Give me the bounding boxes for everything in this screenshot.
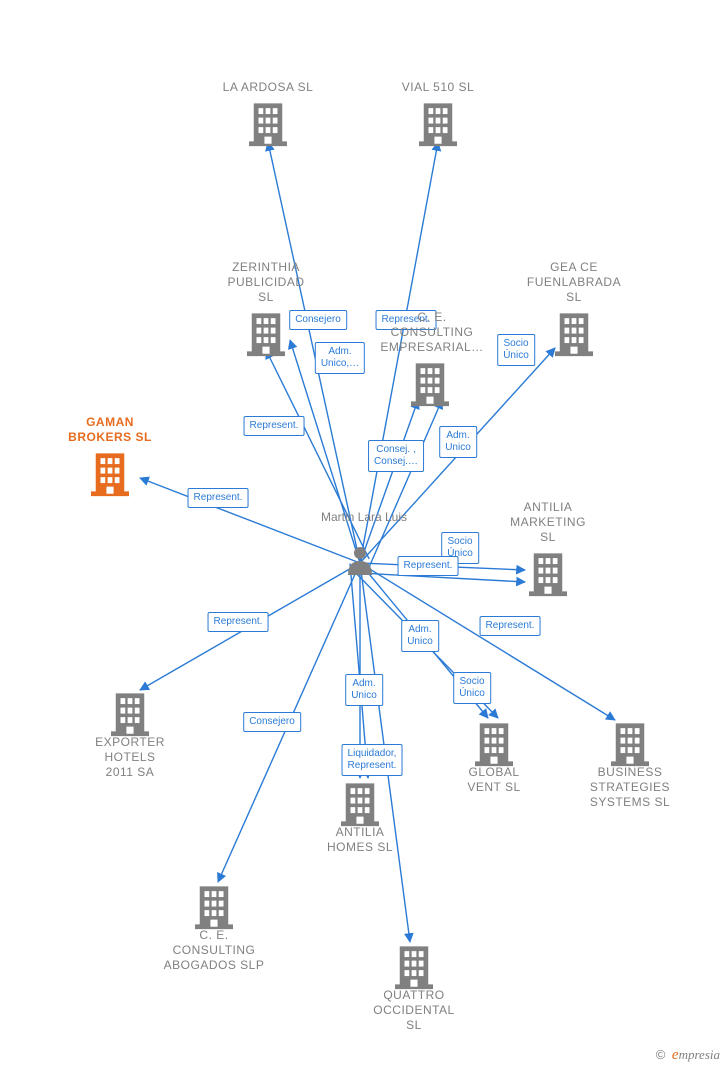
edge-label: Represent. [244,416,305,436]
edge-label: Represent. [208,612,269,632]
edge-line [360,400,418,563]
company-label: LA ARDOSA SL [223,80,314,95]
edge-label: Adm. Unico,… [315,342,365,374]
building-icon [249,103,287,146]
company-label: GAMAN BROKERS SL [68,415,152,445]
copyright-symbol: © [656,1047,666,1062]
edge-label: Consej. , Consej.… [368,440,424,472]
building-icon [611,723,649,766]
edge-label: Liquidador, Represent. [342,744,403,776]
building-icon [195,886,233,929]
brand-initial: e [672,1047,679,1063]
edge-label: Adm. Unico [345,674,383,706]
watermark: © empresia [656,1047,720,1064]
company-label: ANTILIA HOMES SL [327,825,393,855]
edge-label: Represent. [398,556,459,576]
edge-label: Adm. Unico [401,620,439,652]
company-label: VIAL 510 SL [402,80,474,95]
building-icon [419,103,457,146]
building-icon [341,783,379,826]
building-icon [91,453,129,496]
edge-label: Represent. [480,616,541,636]
edge-line [266,350,369,559]
building-icon [395,946,433,989]
company-label: EXPORTER HOTELS 2011 SA [95,735,165,780]
edge-label: Represent. [188,488,249,508]
building-icon [247,313,285,356]
edge-label: Adm. Unico [439,426,477,458]
company-label: GLOBAL VENT SL [467,765,520,795]
network-canvas [0,0,728,1070]
company-label: ZERINTHIA PUBLICIDAD SL [227,260,304,305]
building-icon [529,553,567,596]
company-label: C. E. CONSULTING ABOGADOS SLP [164,928,265,973]
company-label: GEA CE FUENLABRADA SL [527,260,621,305]
person-icon [348,547,372,575]
edge-label: Socio Único [497,334,535,366]
company-label: QUATTRO OCCIDENTAL SL [373,988,454,1033]
brand-rest: mpresia [679,1047,720,1062]
edge-label: Socio Único [453,672,491,704]
company-label: BUSINESS STRATEGIES SYSTEMS SL [590,765,670,810]
company-label: ANTILIA MARKETING SL [510,500,586,545]
building-icon [475,723,513,766]
edge-label: Consejero [243,712,301,732]
edge-label: Consejero [289,310,347,330]
company-label: C. E. CONSULTING EMPRESARIAL… [380,310,483,355]
building-icon [555,313,593,356]
center-person-label: Martin Lara Luis [321,510,407,524]
building-icon [111,693,149,736]
building-icon [411,363,449,406]
